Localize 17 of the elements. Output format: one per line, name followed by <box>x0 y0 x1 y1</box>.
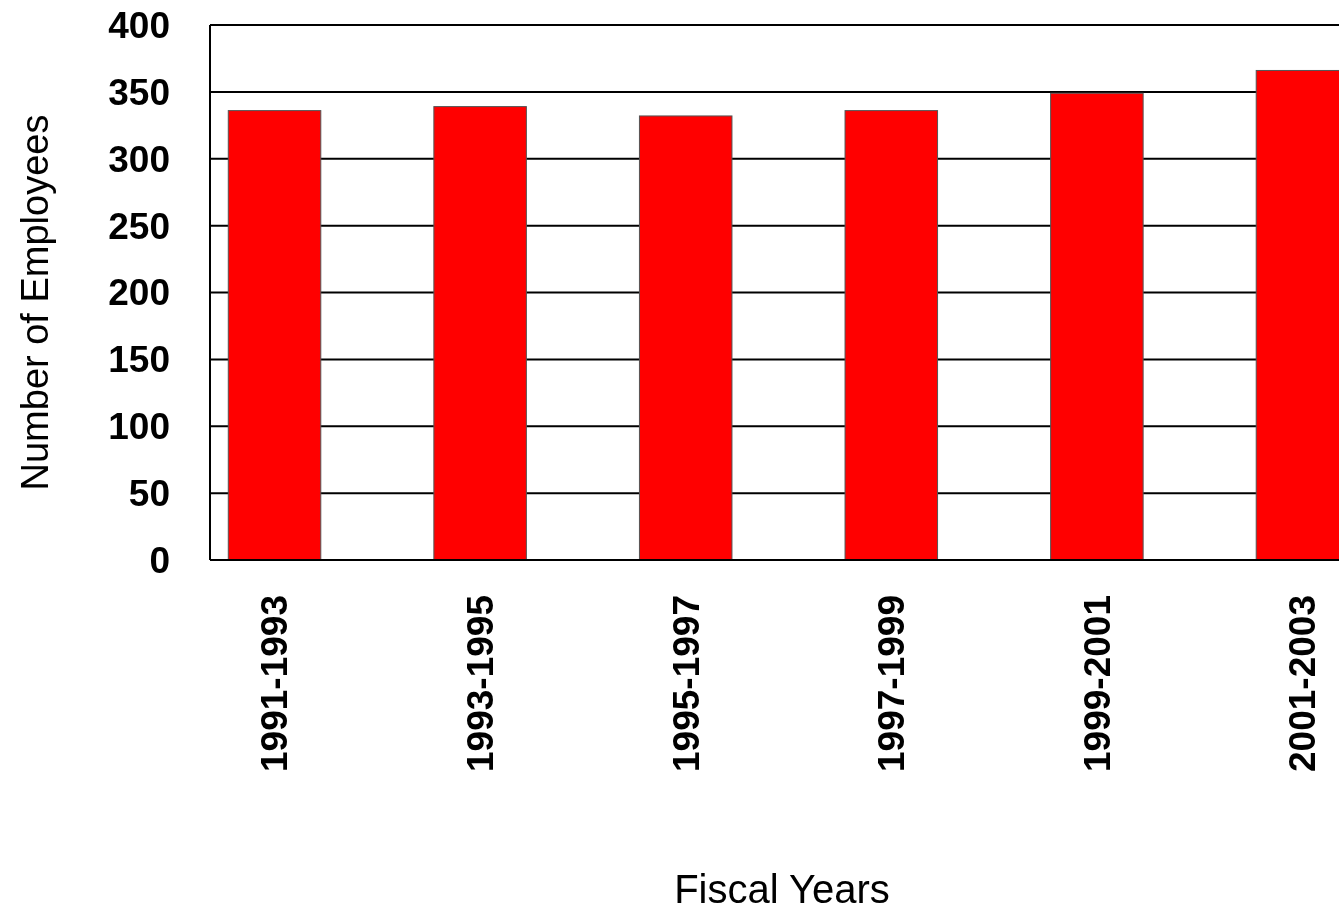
y-tick-label: 50 <box>128 473 170 515</box>
x-tick-label: 1995-1997 <box>665 595 707 772</box>
x-tick-label: 1999-2001 <box>1076 595 1118 772</box>
y-tick-label: 300 <box>108 138 170 180</box>
y-tick-label: 0 <box>149 539 170 581</box>
x-tick-label: 1991-1993 <box>254 595 296 772</box>
y-tick-label: 150 <box>108 339 170 381</box>
y-tick-label: 400 <box>108 4 170 46</box>
y-axis-title: Number of Employees <box>14 114 56 491</box>
y-tick-label: 100 <box>108 406 170 448</box>
y-tick-label: 350 <box>108 71 170 113</box>
y-tick-label: 250 <box>108 205 170 247</box>
x-axis-title: Fiscal Years <box>674 867 890 911</box>
x-tick-label: 1997-1999 <box>871 595 913 772</box>
x-tick-label: 1993-1995 <box>460 595 502 772</box>
x-tick-label: 2001-2003 <box>1282 595 1324 772</box>
y-tick-label: 200 <box>108 272 170 314</box>
